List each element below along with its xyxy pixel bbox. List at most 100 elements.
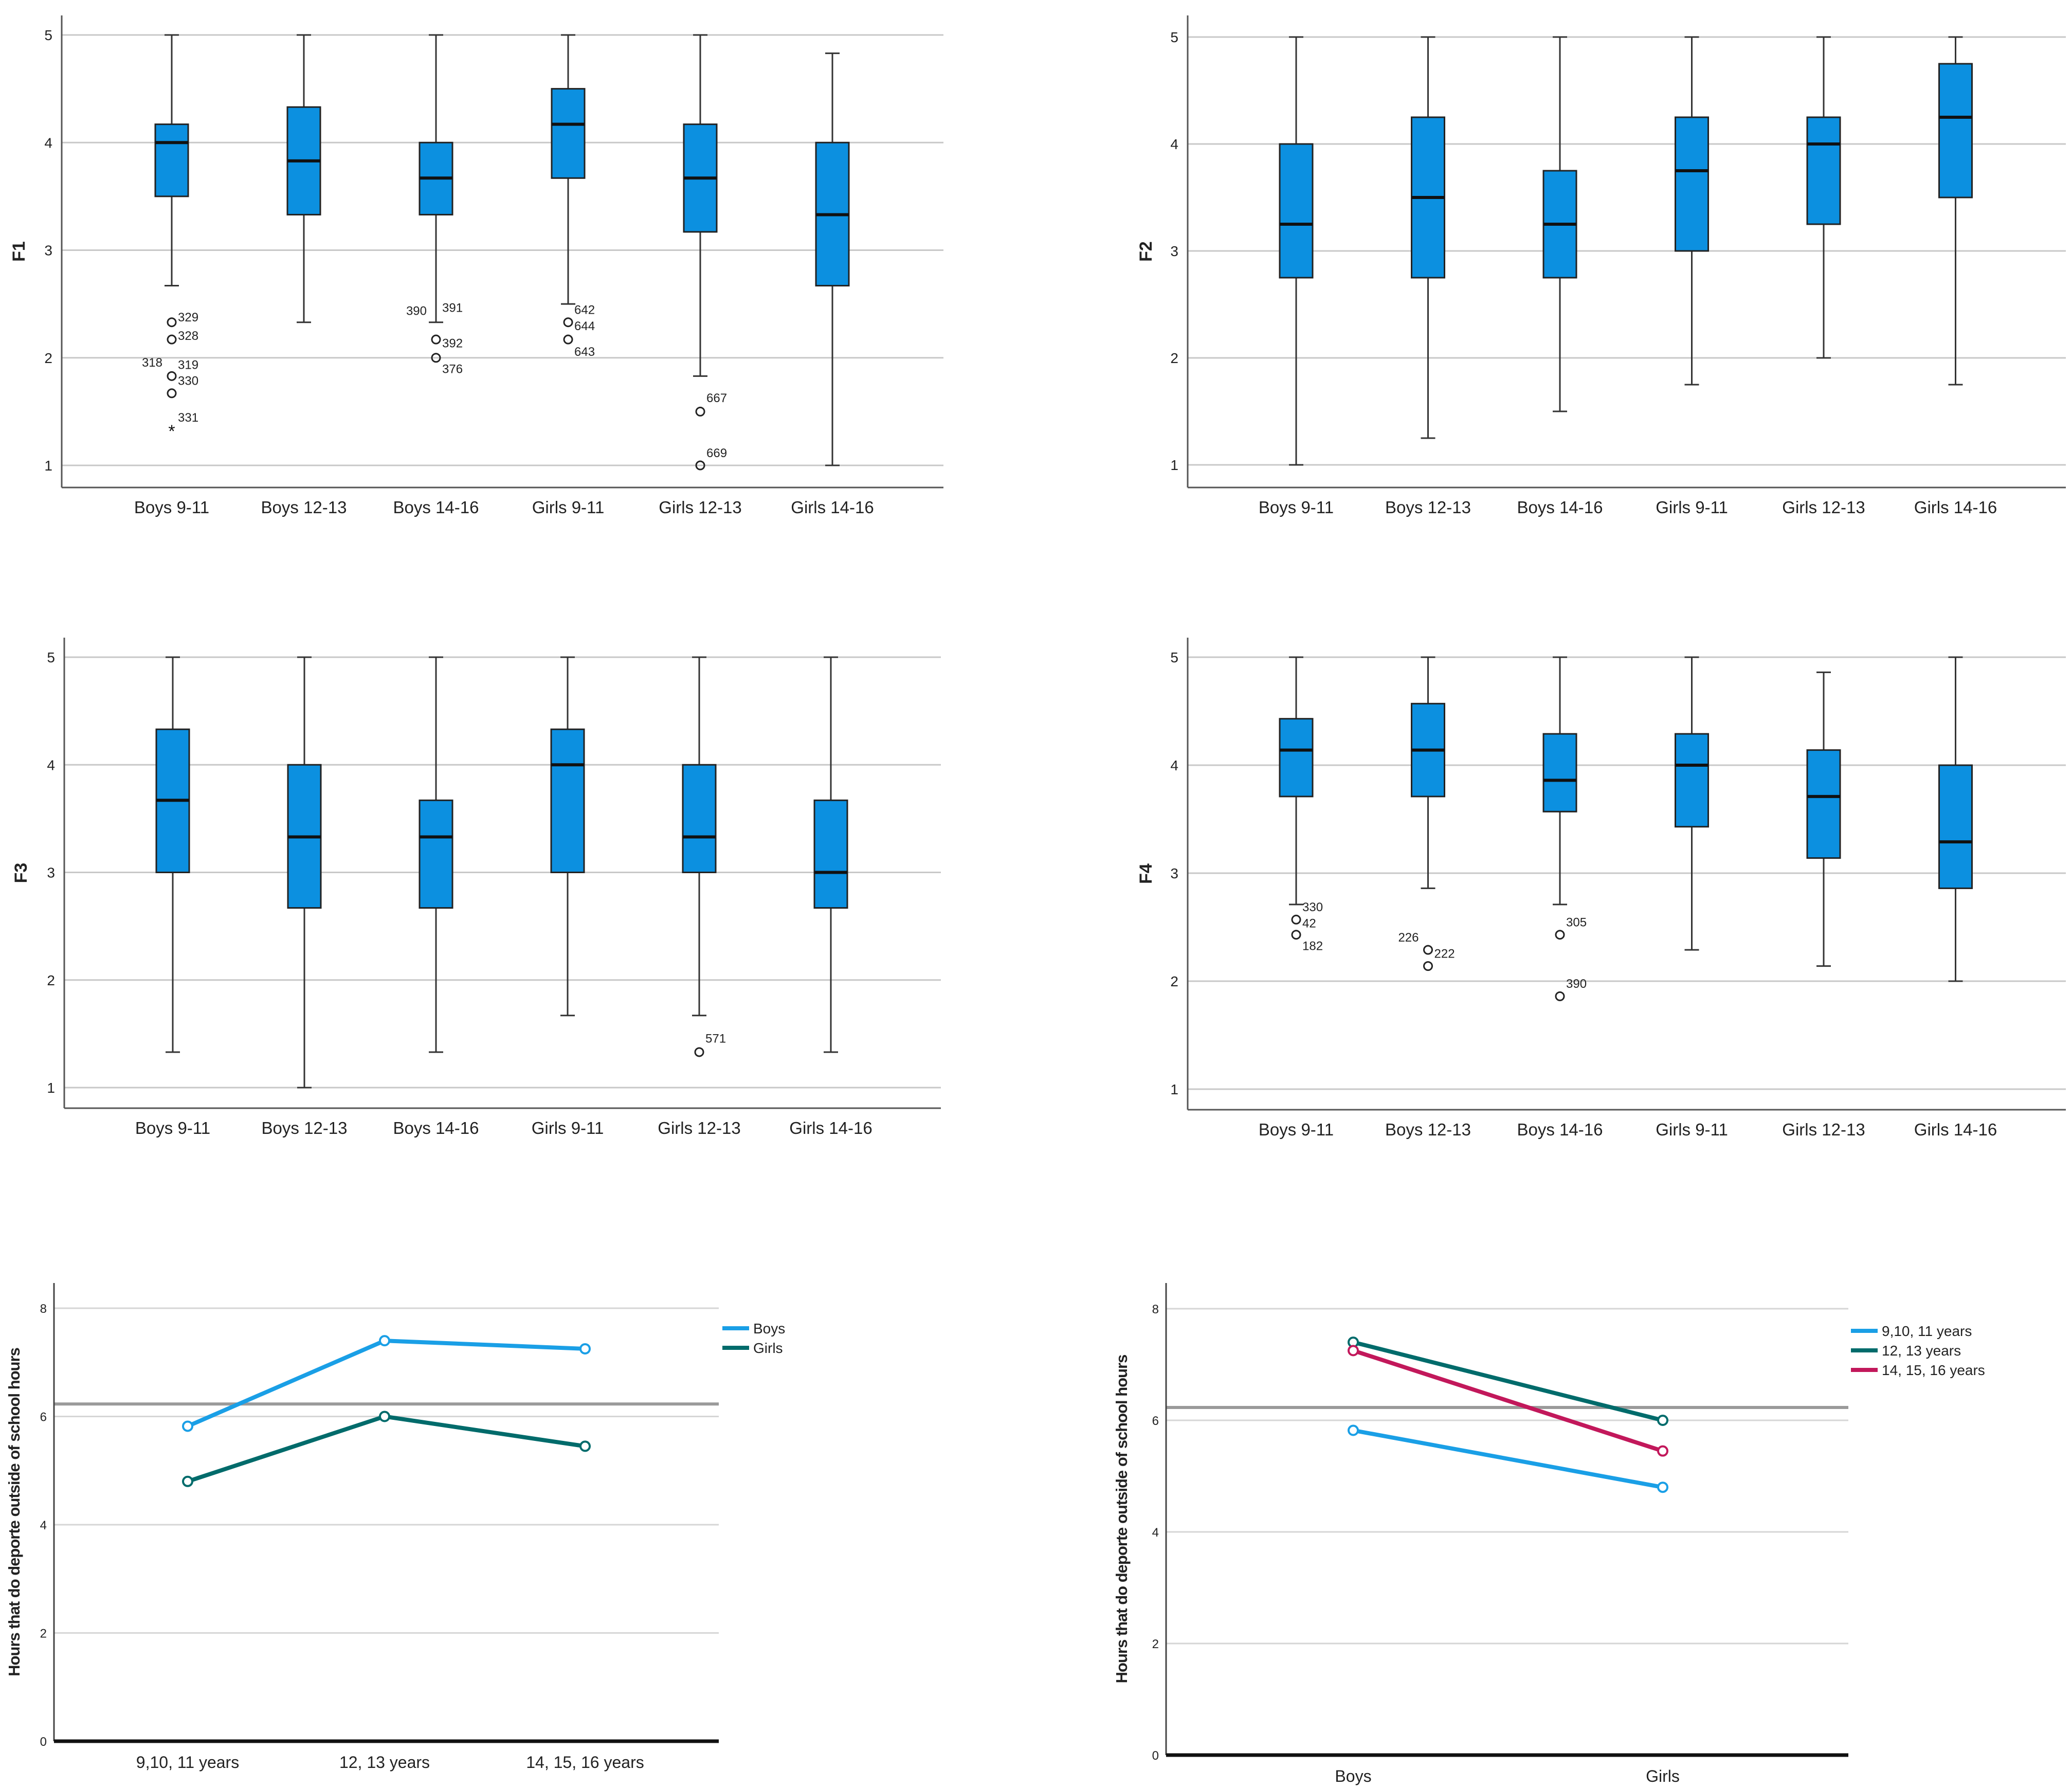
y-axis-label: F1 bbox=[9, 241, 29, 262]
x-tick-label-5: Girls 14-16 bbox=[789, 1118, 872, 1137]
y-axis-label: F2 bbox=[1136, 241, 1156, 262]
x-tick-label-1: 12, 13 years bbox=[339, 1753, 430, 1772]
outlier-marker bbox=[1291, 914, 1301, 925]
y-tick-label-1: 1 bbox=[47, 1080, 55, 1096]
series-line bbox=[1353, 1428, 1663, 1490]
outlier-label: 328 bbox=[178, 329, 198, 343]
y-tick-label-4: 4 bbox=[40, 1519, 47, 1532]
y-axis-label: Hours that do deporte outside of school … bbox=[1113, 1355, 1131, 1684]
y-tick-label-2: 2 bbox=[44, 350, 52, 366]
outlier-label: 319 bbox=[178, 358, 198, 372]
outlier-marker bbox=[1291, 930, 1301, 940]
box-2 bbox=[419, 656, 453, 1053]
y-tick-label-4: 4 bbox=[1170, 136, 1178, 152]
series-1 bbox=[182, 1411, 591, 1487]
y-tick-label-2: 2 bbox=[47, 972, 55, 988]
data-point bbox=[1348, 1345, 1359, 1357]
iqr-box bbox=[550, 728, 585, 873]
outlier-marker bbox=[1423, 961, 1433, 971]
legend-label-0: Boys bbox=[753, 1321, 785, 1337]
box-4 bbox=[682, 656, 717, 1017]
iqr-box bbox=[1279, 718, 1314, 798]
outlier-marker bbox=[1423, 945, 1433, 955]
iqr-box bbox=[1279, 143, 1314, 279]
iqr-box bbox=[1806, 116, 1841, 225]
x-tick-label-3: Girls 9-11 bbox=[532, 498, 605, 517]
iqr-box bbox=[551, 88, 586, 179]
y-tick-label-4: 4 bbox=[44, 135, 52, 151]
iqr-box bbox=[419, 799, 453, 909]
y-tick-label-8: 8 bbox=[40, 1302, 47, 1316]
box-1 bbox=[1411, 656, 1445, 889]
box-5 bbox=[815, 52, 850, 466]
y-tick-label-6: 6 bbox=[40, 1411, 47, 1424]
outlier-label: 669 bbox=[706, 446, 727, 460]
iqr-box bbox=[1938, 764, 1973, 889]
x-tick-label-3: Girls 9-11 bbox=[1656, 498, 1728, 517]
box-2 bbox=[1542, 656, 1577, 906]
x-tick-label-0: Boys bbox=[1335, 1767, 1371, 1785]
y-axis-label: F3 bbox=[11, 863, 31, 883]
data-point bbox=[1657, 1482, 1668, 1493]
iqr-box bbox=[1675, 116, 1709, 252]
outlier-marker bbox=[167, 388, 177, 399]
box-1 bbox=[286, 34, 321, 323]
chart-hours_sex: 0 2 4 6 8 Hours that do deporte outside of sc… bbox=[1113, 1283, 1985, 1785]
chart-hours_age: 0 2 4 6 8 Hours that do deporte outside of sc… bbox=[5, 1283, 785, 1772]
outlier-marker bbox=[563, 334, 573, 345]
y-tick-label-6: 6 bbox=[1152, 1414, 1159, 1428]
outlier-label: 392 bbox=[442, 336, 463, 350]
box-4 bbox=[683, 34, 718, 377]
chart-f1: 1 2 3 4 5 F1 Boys 9-11 Boys 12-13 Boys 14-16 Girl… bbox=[9, 15, 943, 517]
outlier-marker bbox=[695, 460, 705, 471]
data-point bbox=[182, 1420, 193, 1432]
outlier-label: 643 bbox=[574, 345, 595, 359]
x-tick-label-0: 9,10, 11 years bbox=[136, 1753, 239, 1772]
outlier-label: 376 bbox=[442, 363, 463, 376]
outlier-marker bbox=[167, 334, 177, 345]
y-tick-label-5: 5 bbox=[44, 27, 52, 43]
box-4 bbox=[1806, 36, 1841, 359]
x-tick-label-4: Girls 12-13 bbox=[1782, 1120, 1865, 1139]
box-1 bbox=[287, 656, 322, 1089]
legend-label-0: 9,10, 11 years bbox=[1882, 1323, 1972, 1339]
x-tick-label-1: Girls bbox=[1646, 1767, 1680, 1785]
series-line bbox=[1353, 1340, 1663, 1422]
series-line bbox=[1352, 1348, 1664, 1453]
y-tick-label-1: 1 bbox=[1170, 457, 1178, 473]
y-tick-label-2: 2 bbox=[1170, 973, 1178, 989]
data-point bbox=[182, 1475, 193, 1487]
box-5 bbox=[813, 656, 848, 1053]
x-tick-label-2: Boys 14-16 bbox=[1517, 498, 1603, 517]
outlier-label: 330 bbox=[1302, 900, 1323, 914]
outlier-label: 42 bbox=[1302, 917, 1316, 931]
y-tick-label-4: 4 bbox=[1170, 757, 1178, 773]
legend-label-1: Girls bbox=[753, 1340, 783, 1356]
box-2 bbox=[419, 34, 453, 323]
x-tick-label-5: Girls 14-16 bbox=[1914, 1120, 1997, 1139]
chart-f4: 1 2 3 4 5 F4 Boys 9-11 Boys 12-13 Boys 14-16 Girl… bbox=[1136, 638, 2066, 1139]
y-tick-label-5: 5 bbox=[1170, 29, 1178, 45]
data-point bbox=[579, 1440, 591, 1452]
outlier-label: 318 bbox=[142, 356, 162, 370]
y-tick-label-4: 4 bbox=[1152, 1526, 1159, 1540]
box-0 bbox=[1279, 36, 1314, 466]
y-axis-label: Hours that do deporte outside of school … bbox=[5, 1348, 23, 1676]
outlier-label: 667 bbox=[706, 391, 727, 405]
outlier-label: 222 bbox=[1434, 947, 1455, 961]
y-tick-label-2: 2 bbox=[40, 1627, 47, 1641]
x-tick-label-1: Boys 12-13 bbox=[262, 1118, 348, 1137]
x-tick-label-4: Girls 12-13 bbox=[659, 498, 741, 517]
chart-f2: 1 2 3 4 5 F2 Boys 9-11 Boys 12-13 Boys 14-16 Girl… bbox=[1136, 15, 2066, 517]
y-tick-label-1: 1 bbox=[44, 458, 52, 474]
box-0 bbox=[1279, 656, 1314, 906]
outlier-marker bbox=[694, 1047, 704, 1057]
x-tick-label-3: Girls 9-11 bbox=[1656, 1120, 1728, 1139]
outlier-marker bbox=[563, 317, 573, 328]
data-point bbox=[379, 1411, 390, 1422]
outlier-label: 642 bbox=[574, 303, 595, 317]
x-tick-label-2: Boys 14-16 bbox=[1517, 1120, 1603, 1139]
legend-label-1: 12, 13 years bbox=[1882, 1343, 1961, 1359]
outlier-marker bbox=[431, 353, 441, 363]
